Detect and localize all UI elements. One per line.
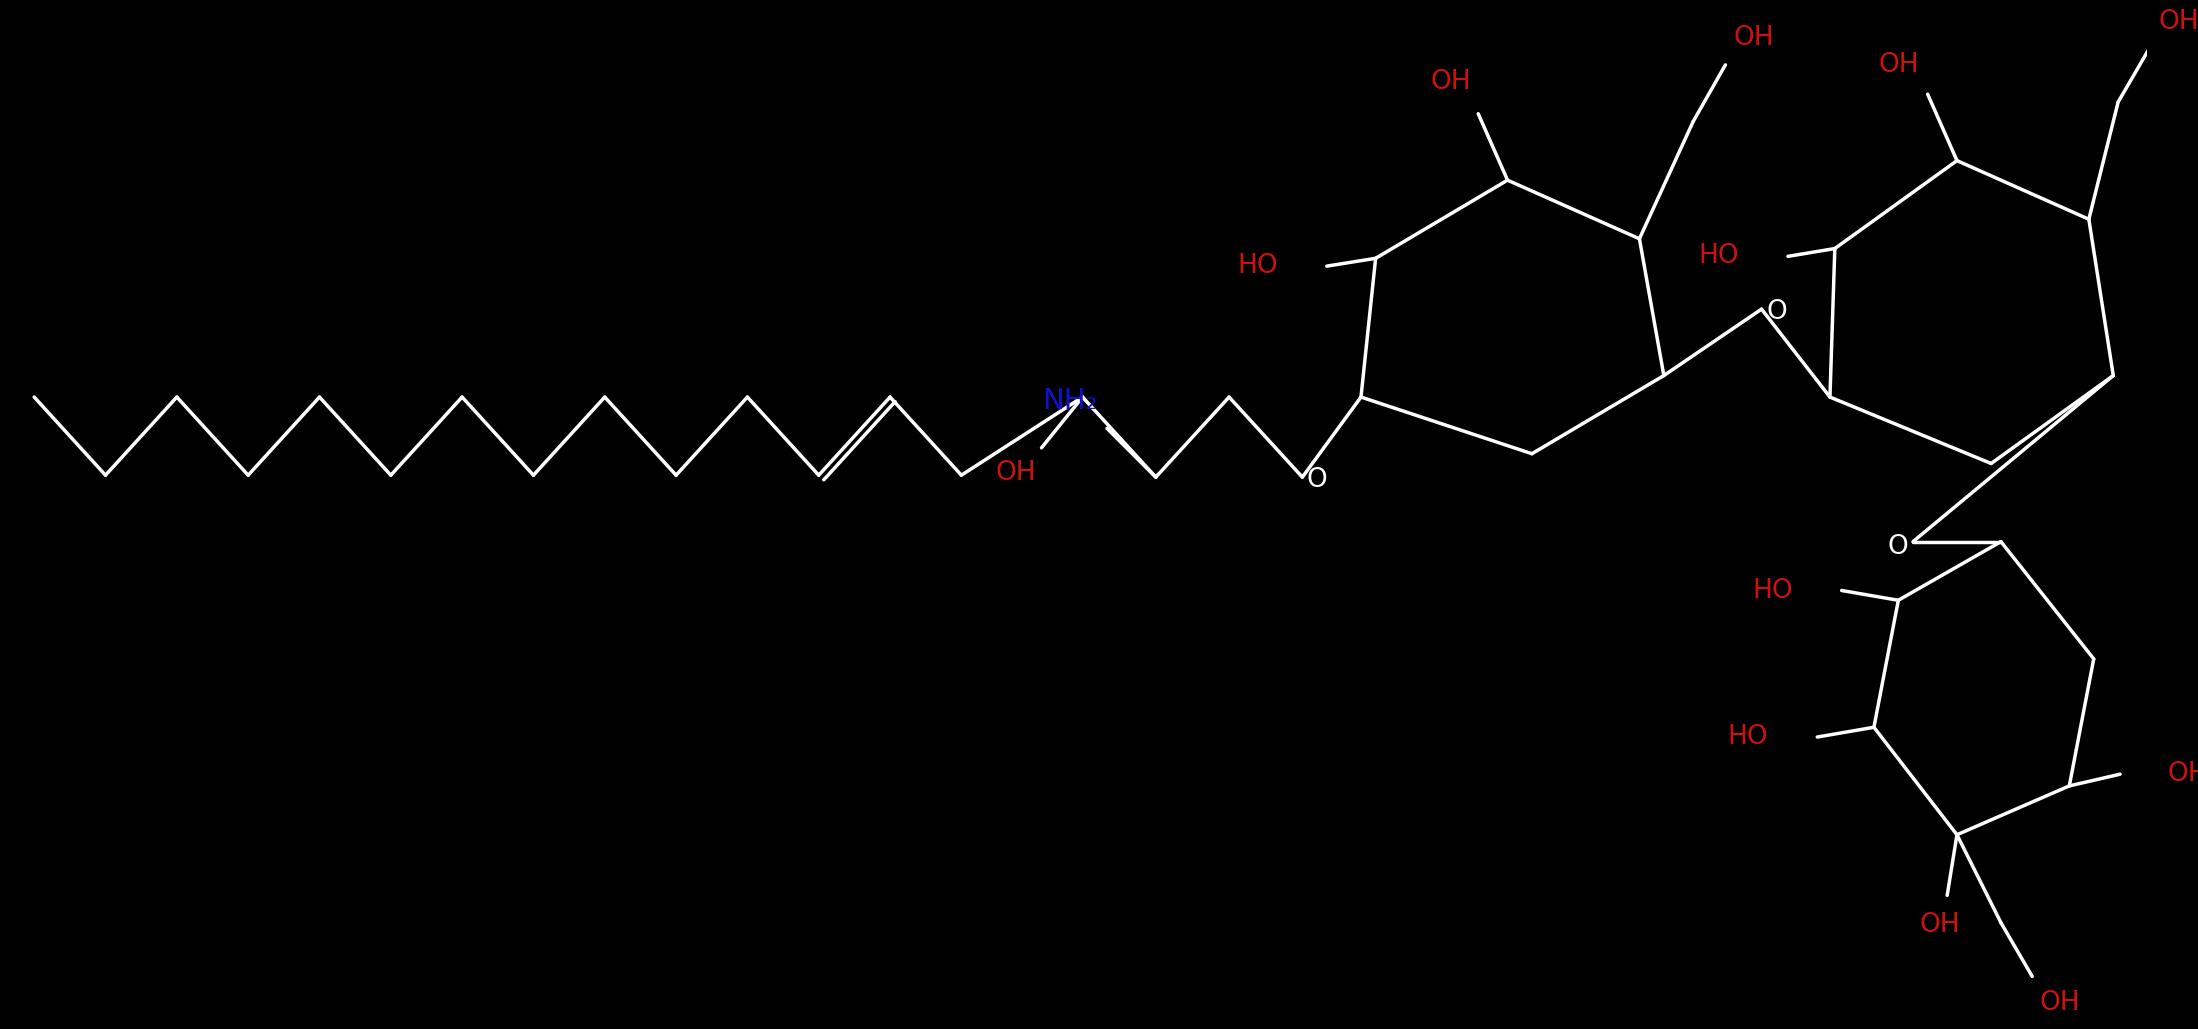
Text: O: O bbox=[1306, 467, 1328, 493]
Text: HO: HO bbox=[1728, 724, 1769, 750]
Text: OH: OH bbox=[1734, 26, 1774, 51]
Text: NH₂: NH₂ bbox=[1042, 387, 1097, 415]
Text: HO: HO bbox=[1752, 577, 1794, 603]
Text: OH: OH bbox=[2167, 761, 2198, 787]
Text: OH: OH bbox=[2158, 9, 2198, 35]
Text: HO: HO bbox=[1699, 244, 1739, 270]
Text: OH: OH bbox=[1877, 51, 1919, 78]
Text: HO: HO bbox=[1237, 253, 1277, 279]
Text: OH: OH bbox=[2040, 990, 2079, 1016]
Text: OH: OH bbox=[1431, 69, 1470, 96]
Text: O: O bbox=[1888, 533, 1908, 560]
Text: OH: OH bbox=[1919, 912, 1961, 937]
Text: OH: OH bbox=[996, 460, 1037, 487]
Text: O: O bbox=[1767, 299, 1787, 325]
